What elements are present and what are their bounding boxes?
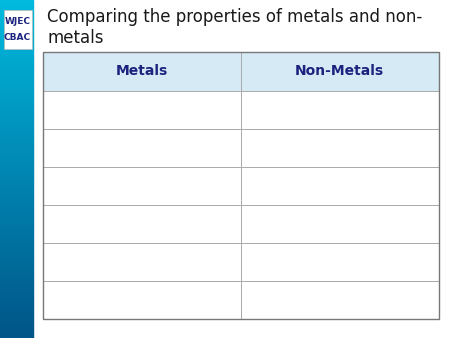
Text: Comparing the properties of metals and non-
metals: Comparing the properties of metals and n… xyxy=(47,8,423,47)
Text: Non-Metals: Non-Metals xyxy=(295,65,384,78)
Text: WJEC: WJEC xyxy=(4,17,31,26)
Text: CBAC: CBAC xyxy=(4,33,31,42)
Text: Metals: Metals xyxy=(116,65,168,78)
